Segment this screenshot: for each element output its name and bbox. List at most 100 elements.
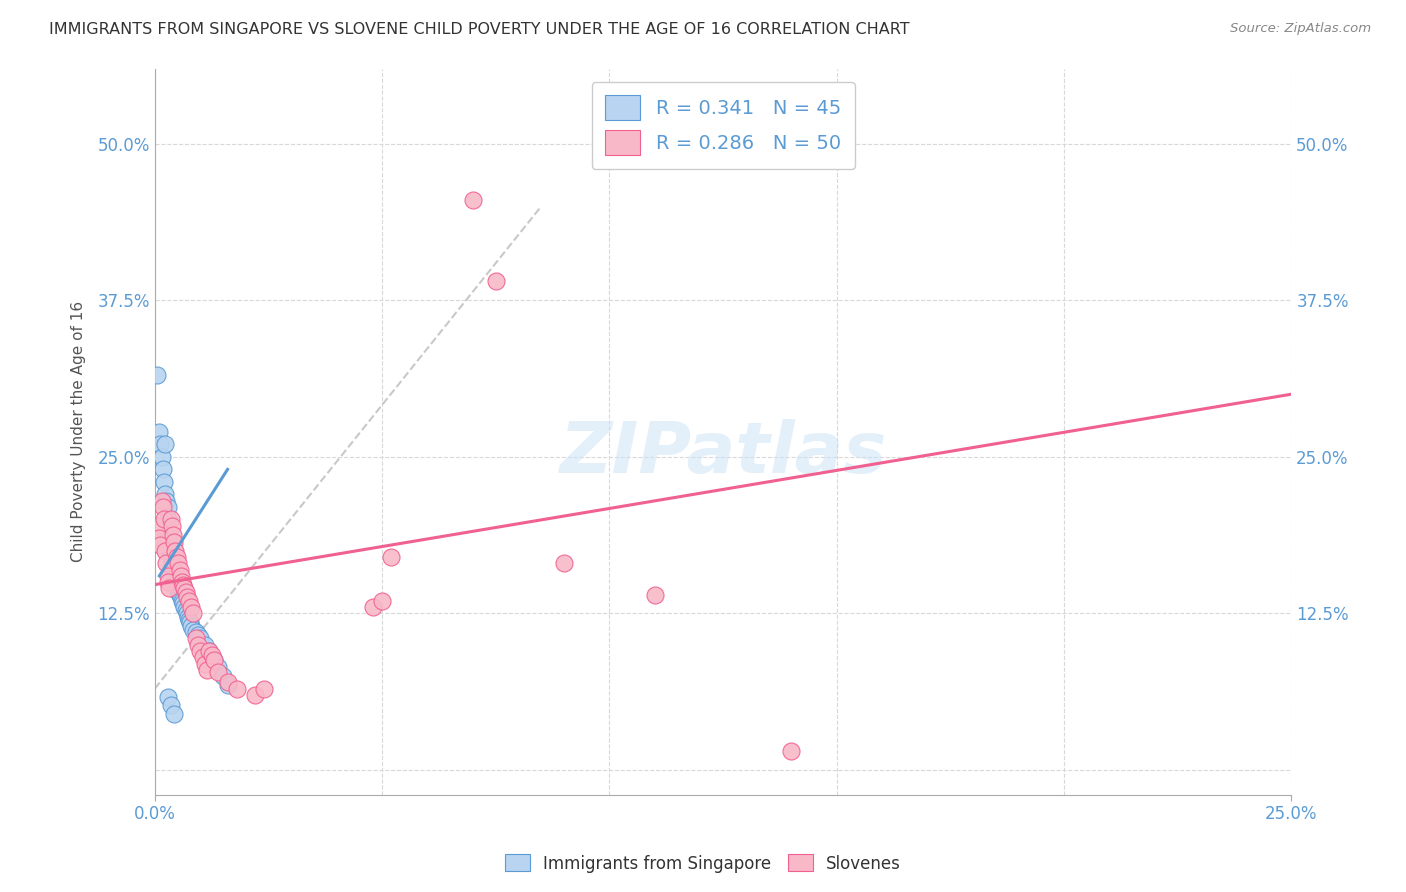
- Point: [146, 368, 169, 383]
- Point: [160, 557, 183, 571]
- Point: [155, 557, 177, 571]
- Point: [207, 665, 229, 680]
- Point: [166, 550, 188, 565]
- Point: [198, 644, 221, 658]
- Point: [180, 600, 202, 615]
- Point: [166, 582, 188, 596]
- Point: [155, 493, 177, 508]
- Point: [174, 585, 197, 599]
- Point: [157, 512, 180, 526]
- Point: [184, 625, 207, 640]
- Point: [173, 582, 195, 596]
- Text: Source: ZipAtlas.com: Source: ZipAtlas.com: [1230, 22, 1371, 36]
- Point: [183, 607, 205, 621]
- Point: [152, 500, 174, 514]
- Point: [207, 660, 229, 674]
- Point: [152, 462, 174, 476]
- Point: [217, 678, 239, 692]
- Point: [173, 600, 195, 615]
- Point: [170, 590, 193, 604]
- Point: [149, 537, 172, 551]
- Point: [361, 600, 384, 615]
- Point: [194, 657, 217, 671]
- Point: [380, 550, 402, 565]
- Point: [153, 475, 176, 489]
- Point: [177, 594, 200, 608]
- Point: [157, 543, 180, 558]
- Point: [184, 632, 207, 646]
- Point: [156, 500, 179, 514]
- Point: [153, 437, 176, 451]
- Point: [163, 569, 186, 583]
- Point: [485, 275, 508, 289]
- Point: [172, 577, 194, 591]
- Point: [183, 623, 205, 637]
- Point: [149, 437, 172, 451]
- Point: [202, 653, 225, 667]
- Point: [153, 487, 176, 501]
- Point: [198, 644, 221, 658]
- Point: [159, 550, 181, 565]
- Legend: R = 0.341   N = 45, R = 0.286   N = 50: R = 0.341 N = 45, R = 0.286 N = 50: [592, 82, 855, 169]
- Point: [212, 669, 235, 683]
- Point: [163, 535, 186, 549]
- Point: [157, 575, 180, 590]
- Point: [174, 602, 197, 616]
- Point: [153, 543, 176, 558]
- Point: [191, 650, 214, 665]
- Point: [165, 575, 187, 590]
- Point: [159, 698, 181, 712]
- Point: [780, 744, 803, 758]
- Legend: Immigrants from Singapore, Slovenes: Immigrants from Singapore, Slovenes: [498, 847, 908, 880]
- Point: [150, 493, 173, 508]
- Point: [159, 512, 181, 526]
- Point: [156, 569, 179, 583]
- Point: [162, 563, 184, 577]
- Point: [176, 590, 198, 604]
- Point: [156, 690, 179, 705]
- Point: [166, 577, 188, 591]
- Point: [553, 557, 575, 571]
- Point: [169, 588, 191, 602]
- Point: [167, 585, 190, 599]
- Point: [644, 588, 666, 602]
- Point: [170, 569, 193, 583]
- Point: [172, 596, 194, 610]
- Point: [157, 531, 180, 545]
- Point: [148, 518, 170, 533]
- Text: ZIPatlas: ZIPatlas: [560, 419, 887, 488]
- Point: [148, 531, 170, 545]
- Point: [169, 563, 191, 577]
- Point: [188, 644, 211, 658]
- Point: [163, 706, 186, 721]
- Text: IMMIGRANTS FROM SINGAPORE VS SLOVENE CHILD POVERTY UNDER THE AGE OF 16 CORRELATI: IMMIGRANTS FROM SINGAPORE VS SLOVENE CHI…: [49, 22, 910, 37]
- Point: [165, 543, 187, 558]
- Point: [225, 681, 247, 696]
- Point: [166, 557, 188, 571]
- Point: [160, 518, 183, 533]
- Point: [217, 675, 239, 690]
- Point: [188, 632, 211, 646]
- Point: [187, 628, 209, 642]
- Point: [162, 527, 184, 541]
- Point: [187, 638, 209, 652]
- Point: [253, 681, 276, 696]
- Point: [180, 619, 202, 633]
- Point: [201, 648, 224, 662]
- Point: [172, 594, 194, 608]
- Point: [172, 575, 194, 590]
- Point: [461, 193, 484, 207]
- Point: [195, 663, 218, 677]
- Point: [243, 688, 266, 702]
- Point: [153, 512, 176, 526]
- Point: [157, 582, 180, 596]
- Point: [148, 425, 170, 439]
- Point: [176, 607, 198, 621]
- Point: [176, 610, 198, 624]
- Y-axis label: Child Poverty Under the Age of 16: Child Poverty Under the Age of 16: [72, 301, 86, 562]
- Point: [150, 450, 173, 464]
- Point: [177, 613, 200, 627]
- Point: [194, 638, 217, 652]
- Point: [202, 653, 225, 667]
- Point: [179, 615, 201, 630]
